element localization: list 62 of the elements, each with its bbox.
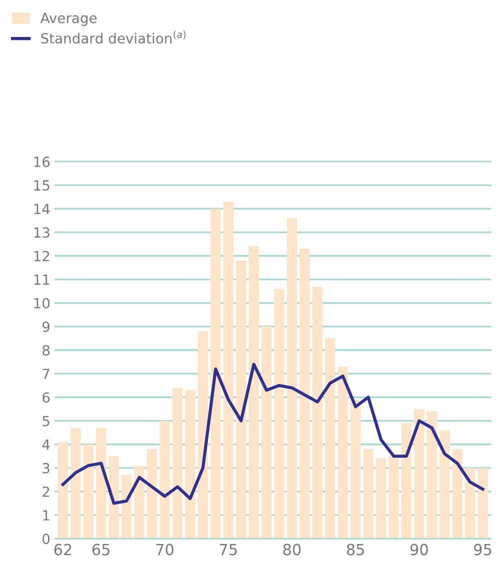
- legend-label: Average: [40, 12, 97, 26]
- bar: [464, 468, 476, 539]
- y-tick-label: 9: [42, 322, 50, 332]
- bar: [223, 202, 234, 539]
- bar: [478, 468, 488, 539]
- bar: [274, 288, 284, 539]
- y-tick-label: 5: [42, 416, 50, 426]
- y-tick-label: 2: [42, 486, 50, 497]
- legend-label: Standard deviation$^{(a)}$: [41, 30, 186, 44]
- bar: [172, 388, 183, 539]
- bar: [134, 466, 144, 539]
- bar: [248, 246, 259, 539]
- x-tick-label: 62: [54, 544, 72, 556]
- bar: [83, 444, 94, 539]
- y-tick-label: 6: [42, 392, 50, 403]
- bar: [286, 218, 298, 539]
- bar: [325, 338, 336, 539]
- y-tick-label: 16: [34, 156, 50, 168]
- bar: [426, 411, 437, 539]
- bar: [210, 208, 221, 539]
- x-tick-label: 65: [92, 544, 110, 556]
- y-tick-label: 7: [42, 368, 50, 379]
- y-tick-label: 8: [42, 345, 50, 356]
- bar: [160, 420, 170, 539]
- x-tick-label: 95: [474, 544, 492, 556]
- y-tick-label: 12: [34, 250, 50, 262]
- bar: [121, 475, 132, 539]
- bar: [414, 409, 424, 539]
- y-tick-label: 14: [34, 204, 50, 214]
- x-tick-label: 80: [283, 544, 301, 556]
- y-tick-label: 3: [42, 462, 50, 474]
- y-tick-label: 1: [43, 510, 50, 520]
- y-tick-label: 4: [42, 440, 50, 450]
- bar: [300, 248, 310, 539]
- bar: [338, 366, 348, 539]
- bar: [70, 428, 81, 539]
- bar: [401, 423, 412, 539]
- bar: [376, 458, 386, 539]
- bar: [363, 449, 374, 539]
- bar: [108, 456, 119, 539]
- line-series: [61, 362, 484, 505]
- bar: [58, 442, 68, 539]
- bar: [440, 430, 450, 539]
- y-tick-label: 11: [34, 274, 50, 285]
- bar: [452, 449, 462, 539]
- bar: [96, 428, 106, 539]
- x-tick-label: 70: [156, 544, 174, 556]
- x-tick-label: 90: [410, 544, 428, 556]
- bar: [261, 326, 272, 539]
- bar: [185, 390, 196, 539]
- y-tick-label: 0: [42, 534, 50, 544]
- x-tick-label: 85: [346, 544, 364, 556]
- bar: [350, 400, 361, 539]
- bar: [146, 449, 158, 539]
- bar: [198, 331, 208, 539]
- y-tick-label: 10: [34, 298, 50, 308]
- bar: [388, 456, 399, 539]
- x-tick-label: 75: [220, 544, 237, 556]
- y-tick-label: 15: [34, 180, 50, 191]
- bar: [236, 260, 246, 539]
- y-tick-label: 13: [34, 227, 50, 238]
- bar: [312, 286, 322, 539]
